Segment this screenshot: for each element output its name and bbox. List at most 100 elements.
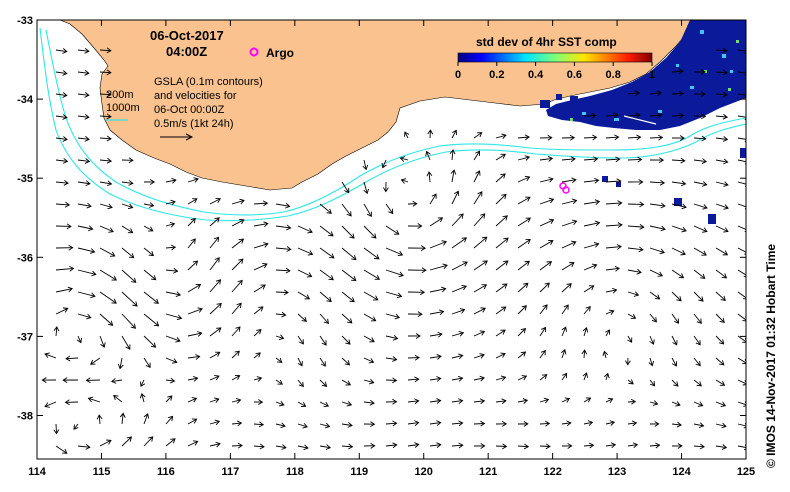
velocity-arrow — [55, 114, 68, 120]
velocity-arrow — [451, 129, 457, 139]
velocity-arrow — [539, 261, 553, 271]
velocity-arrow — [561, 177, 577, 184]
velocity-arrow — [693, 113, 707, 120]
velocity-arrow — [473, 330, 486, 337]
velocity-arrow — [363, 399, 375, 406]
velocity-arrow — [517, 155, 531, 161]
velocity-arrow — [407, 354, 420, 361]
velocity-arrow — [561, 198, 578, 205]
velocity-arrow — [671, 112, 685, 119]
velocity-arrow — [231, 398, 242, 404]
velocity-arrow — [649, 291, 661, 300]
velocity-arrow — [77, 225, 94, 232]
velocity-arrow — [451, 213, 464, 227]
velocity-arrow — [671, 401, 681, 407]
velocity-arrow — [715, 69, 728, 76]
velocity-arrow — [253, 352, 261, 359]
velocity-arrow — [362, 159, 369, 171]
velocity-arrow — [341, 291, 355, 303]
velocity-arrow — [605, 329, 611, 337]
velocity-arrow — [517, 217, 532, 227]
velocity-arrow — [671, 68, 684, 75]
velocity-arrow — [73, 423, 79, 430]
velocity-arrow — [77, 180, 91, 187]
velocity-arrow — [341, 269, 357, 282]
velocity-arrow — [517, 260, 530, 271]
y-tick-label: -33 — [17, 15, 33, 27]
velocity-arrow — [539, 349, 546, 359]
velocity-arrow — [121, 225, 134, 234]
velocity-arrow — [451, 330, 465, 337]
velocity-arrow — [429, 420, 442, 426]
velocity-arrow — [737, 291, 746, 300]
velocity-arrow — [341, 400, 353, 407]
velocity-arrow — [143, 291, 159, 304]
velocity-arrow — [165, 244, 177, 251]
velocity-arrow — [209, 419, 221, 426]
velocity-arrow — [407, 442, 420, 448]
velocity-arrow — [381, 159, 387, 169]
velocity-arrow — [715, 335, 725, 345]
velocity-arrow — [561, 240, 577, 249]
velocity-arrow — [383, 181, 389, 193]
velocity-arrow — [99, 291, 117, 304]
velocity-arrow — [625, 357, 631, 366]
velocity-arrow — [693, 181, 708, 187]
velocity-arrow — [560, 349, 567, 359]
y-axis: -33 -34 -35 -36 -37 -38 — [17, 15, 746, 422]
velocity-arrow — [275, 267, 291, 274]
velocity-arrow — [407, 289, 426, 296]
velocity-arrow — [99, 225, 114, 233]
velocity-arrow — [165, 199, 176, 206]
velocity-arrow — [737, 48, 746, 54]
velocity-arrow — [275, 334, 285, 341]
velocity-arrow — [363, 225, 377, 239]
velocity-arrow — [473, 284, 488, 293]
velocity-arrow — [231, 238, 245, 249]
velocity-arrow — [539, 282, 550, 293]
velocity-arrow — [53, 326, 60, 337]
velocity-arrow — [297, 357, 303, 367]
y-tick-label: -34 — [17, 94, 34, 106]
velocity-arrow — [363, 269, 381, 280]
velocity-arrow — [539, 397, 550, 404]
colorbar-tick-label: 0.8 — [606, 69, 621, 81]
velocity-arrow — [451, 261, 468, 271]
argo-float-marker — [559, 182, 570, 194]
velocity-arrow — [209, 351, 221, 359]
velocity-arrow — [737, 203, 746, 210]
velocity-arrow — [253, 306, 264, 315]
velocity-arrow — [77, 114, 90, 120]
velocity-arrow — [90, 357, 101, 365]
velocity-arrow — [715, 91, 728, 98]
velocity-arrow — [319, 313, 329, 325]
velocity-arrow — [649, 134, 664, 141]
velocity-arrow — [187, 397, 198, 403]
velocity-arrow — [450, 169, 457, 183]
velocity-arrow — [693, 335, 701, 346]
velocity-arrow — [363, 378, 375, 385]
x-tick-label: 114 — [28, 466, 47, 478]
velocity-arrow — [539, 304, 548, 315]
velocity-arrow — [583, 177, 600, 184]
velocity-arrow — [473, 307, 486, 315]
velocity-arrow — [253, 221, 269, 228]
velocity-arrow — [473, 398, 486, 405]
velocity-arrow — [627, 156, 643, 163]
velocity-arrow — [451, 398, 464, 404]
velocity-arrow — [627, 398, 637, 405]
velocity-arrow — [99, 269, 118, 281]
velocity-arrow — [187, 260, 199, 271]
velocity-arrow — [671, 379, 679, 387]
velocity-arrow — [407, 420, 420, 426]
velocity-arrow — [605, 287, 618, 294]
velocity-arrow — [77, 291, 96, 299]
velocity-arrow — [209, 441, 221, 448]
bathymetry-1000m — [39, 27, 746, 222]
velocity-arrow — [429, 286, 447, 293]
velocity-arrow — [209, 397, 220, 403]
velocity-arrow — [55, 92, 68, 98]
velocity-arrow — [87, 396, 101, 403]
velocity-arrow — [429, 442, 442, 448]
velocity-arrow — [517, 238, 531, 249]
